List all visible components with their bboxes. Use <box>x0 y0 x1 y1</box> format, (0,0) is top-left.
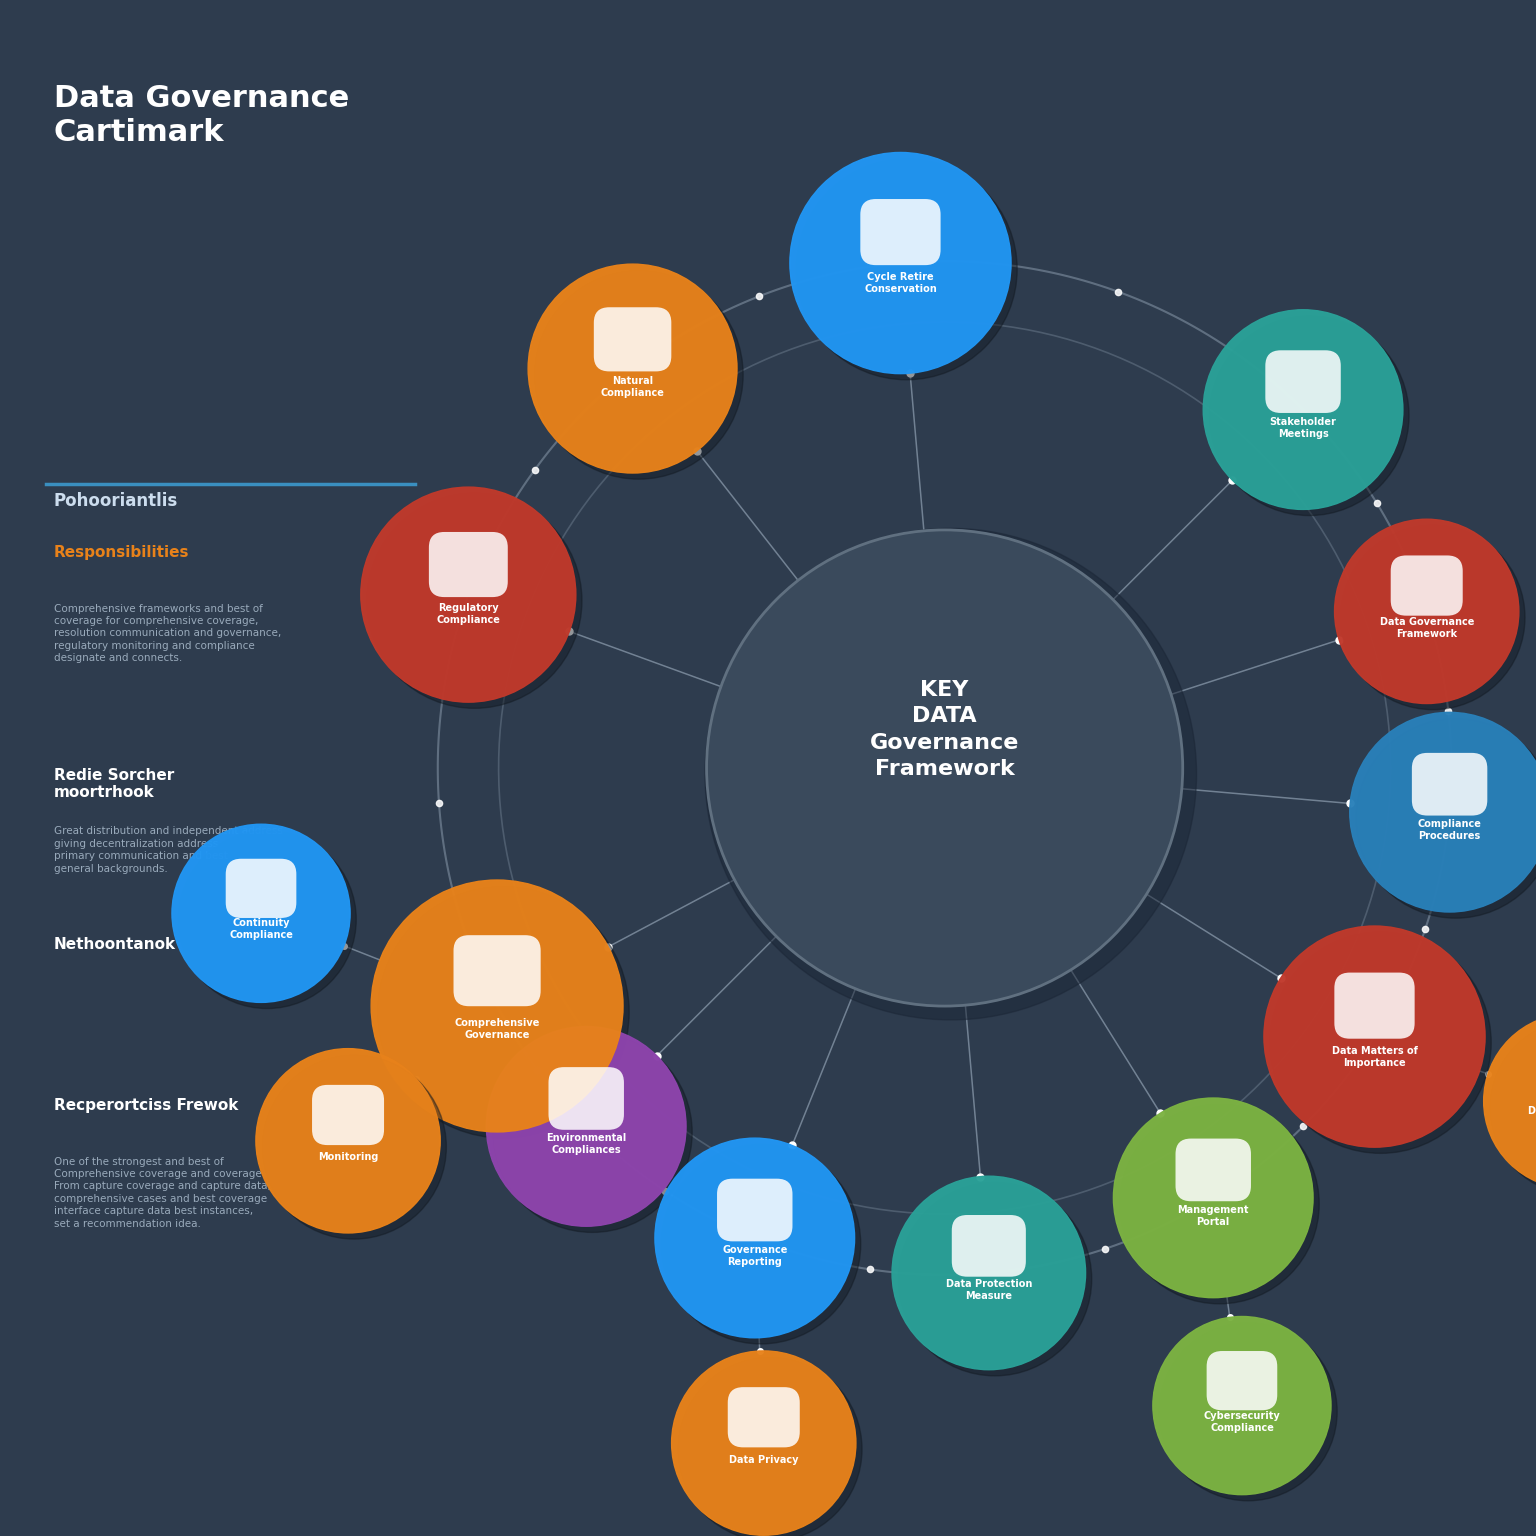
Circle shape <box>378 886 630 1138</box>
Text: Compliance
Procedures: Compliance Procedures <box>1418 819 1482 842</box>
Text: Continuity
Compliance: Continuity Compliance <box>229 919 293 940</box>
Text: Nethoontanok: Nethoontanok <box>54 937 177 952</box>
Circle shape <box>1270 932 1491 1154</box>
FancyBboxPatch shape <box>1207 1352 1278 1410</box>
Circle shape <box>705 528 1197 1020</box>
FancyBboxPatch shape <box>226 859 296 919</box>
Circle shape <box>172 825 350 1003</box>
Circle shape <box>263 1055 447 1240</box>
FancyBboxPatch shape <box>312 1084 384 1146</box>
Circle shape <box>796 158 1017 379</box>
Circle shape <box>493 1032 693 1232</box>
Circle shape <box>1356 719 1536 919</box>
Text: Management
Portal: Management Portal <box>1178 1204 1249 1227</box>
FancyBboxPatch shape <box>1175 1138 1250 1201</box>
Circle shape <box>1490 1020 1536 1195</box>
Circle shape <box>528 264 737 473</box>
FancyBboxPatch shape <box>1412 753 1487 816</box>
FancyBboxPatch shape <box>594 307 671 372</box>
FancyBboxPatch shape <box>548 1068 624 1130</box>
Circle shape <box>1154 1316 1332 1495</box>
Circle shape <box>372 880 624 1132</box>
Circle shape <box>1114 1098 1313 1298</box>
Circle shape <box>660 1144 860 1344</box>
Circle shape <box>1350 713 1536 912</box>
FancyBboxPatch shape <box>952 1215 1026 1276</box>
FancyBboxPatch shape <box>429 531 508 598</box>
Text: Natural
Compliance: Natural Compliance <box>601 376 665 398</box>
Text: Monitoring: Monitoring <box>318 1152 378 1163</box>
Text: Recperortciss Frewok: Recperortciss Frewok <box>54 1098 238 1114</box>
Circle shape <box>1484 1014 1536 1189</box>
Circle shape <box>707 530 1183 1006</box>
Circle shape <box>899 1183 1092 1376</box>
Text: Regulatory
Compliance: Regulatory Compliance <box>436 604 501 625</box>
Text: Data Protection
Measure: Data Protection Measure <box>946 1279 1032 1301</box>
Circle shape <box>1264 926 1485 1147</box>
Text: Pohooriantlis: Pohooriantlis <box>54 492 178 510</box>
Circle shape <box>892 1177 1086 1370</box>
Circle shape <box>654 1138 854 1338</box>
Circle shape <box>178 831 356 1009</box>
Text: Environmental
Compliances: Environmental Compliances <box>547 1134 627 1155</box>
Text: Data Privacy: Data Privacy <box>730 1455 799 1465</box>
FancyBboxPatch shape <box>728 1387 800 1447</box>
FancyBboxPatch shape <box>860 200 940 266</box>
FancyBboxPatch shape <box>453 935 541 1006</box>
Text: Governance
Reporting: Governance Reporting <box>722 1246 788 1267</box>
Text: Cybersecurity
Compliance: Cybersecurity Compliance <box>1204 1410 1281 1433</box>
Circle shape <box>535 270 743 479</box>
Circle shape <box>1160 1322 1338 1501</box>
Circle shape <box>487 1026 687 1226</box>
Circle shape <box>1203 310 1402 510</box>
Text: Data Governance
Framework: Data Governance Framework <box>1379 617 1475 639</box>
Circle shape <box>790 152 1011 373</box>
Circle shape <box>361 487 576 702</box>
FancyBboxPatch shape <box>1266 350 1341 413</box>
Text: Comprehensive
Governance: Comprehensive Governance <box>455 1018 539 1040</box>
Text: Data Protection
Compliance: Data Protection Compliance <box>1528 1106 1536 1127</box>
Text: Data Matters of
Importance: Data Matters of Importance <box>1332 1046 1418 1068</box>
Circle shape <box>257 1049 441 1233</box>
Circle shape <box>677 1356 862 1536</box>
Circle shape <box>367 493 582 708</box>
Circle shape <box>1335 519 1519 703</box>
Text: Stakeholder
Meetings: Stakeholder Meetings <box>1270 416 1336 439</box>
FancyBboxPatch shape <box>717 1178 793 1241</box>
Text: Great distribution and independent address
giving decentralization address
prima: Great distribution and independent addre… <box>54 826 283 874</box>
Text: Cycle Retire
Conservation: Cycle Retire Conservation <box>865 272 937 293</box>
Circle shape <box>1209 316 1409 516</box>
Text: One of the strongest and best of
Comprehensive coverage and coverage
From captur: One of the strongest and best of Compreh… <box>54 1157 270 1229</box>
FancyBboxPatch shape <box>1335 972 1415 1038</box>
Text: Data Governance
Cartimark: Data Governance Cartimark <box>54 84 349 147</box>
Circle shape <box>671 1350 856 1534</box>
Circle shape <box>1120 1104 1319 1304</box>
FancyBboxPatch shape <box>1390 556 1462 616</box>
Text: Comprehensive frameworks and best of
coverage for comprehensive coverage,
resolu: Comprehensive frameworks and best of cov… <box>54 604 281 664</box>
Text: Redie Sorcher
moortrhook: Redie Sorcher moortrhook <box>54 768 174 800</box>
Circle shape <box>1341 525 1525 710</box>
Text: KEY
DATA
Governance
Framework: KEY DATA Governance Framework <box>869 680 1020 779</box>
Text: Responsibilities: Responsibilities <box>54 545 189 561</box>
